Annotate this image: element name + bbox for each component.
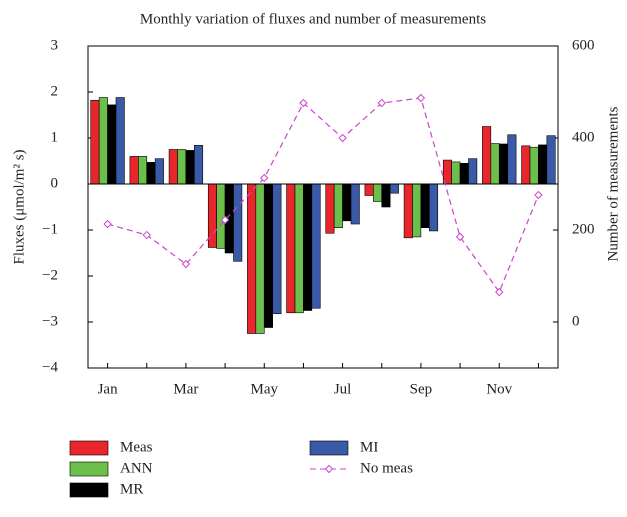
legend-label: MR [120, 481, 143, 497]
line-marker [220, 215, 230, 225]
bar [482, 126, 492, 185]
line-marker [299, 98, 308, 108]
y2-axis-label: Number of measurements [605, 106, 621, 261]
line-marker [534, 190, 543, 200]
legend-swatch [69, 482, 109, 498]
bar [247, 183, 257, 334]
y2-tick-label: 600 [572, 37, 595, 53]
bar [216, 183, 226, 249]
bar [294, 183, 304, 314]
legend-marker [324, 464, 334, 474]
bar [177, 149, 187, 185]
bar [146, 162, 156, 185]
line-marker [338, 133, 347, 143]
plot-frame [87, 45, 559, 369]
bar [389, 183, 399, 194]
legend-swatch [69, 461, 109, 477]
line-marker [181, 259, 191, 269]
x-tick-label: Nov [486, 381, 512, 397]
x-tick-label: Mar [173, 381, 198, 397]
bar [263, 183, 273, 328]
y-tick-label: 3 [51, 37, 59, 53]
legend-swatch [69, 440, 109, 456]
bar [468, 158, 478, 185]
y2-tick-label: 200 [572, 221, 595, 237]
line-marker [416, 93, 426, 103]
legend-swatch [309, 440, 349, 456]
line-marker [455, 232, 465, 242]
bar [107, 104, 117, 185]
bar [420, 183, 430, 229]
bar [412, 183, 422, 238]
x-tick-label: Jan [98, 381, 118, 397]
bar [451, 161, 461, 185]
bar [529, 146, 539, 185]
bar [98, 97, 108, 185]
bar [373, 183, 383, 202]
bar [255, 183, 265, 334]
bar [498, 143, 508, 185]
line-marker [495, 287, 504, 297]
x-tick-label: Sep [410, 381, 433, 397]
x-tick-label: May [251, 381, 279, 397]
bar [233, 183, 243, 262]
y-axis-label: Fluxes (μmol/m² s) [11, 149, 27, 264]
y-tick-label: −3 [42, 313, 58, 329]
legend-label: MI [360, 439, 378, 455]
bar [538, 144, 548, 185]
bar [364, 183, 374, 196]
y-tick-label: −1 [42, 221, 58, 237]
legend-label: No meas [360, 460, 413, 476]
bar [185, 150, 195, 185]
bar [129, 156, 139, 185]
chart-title: Monthly variation of fluxes and number o… [140, 11, 486, 27]
bar [546, 135, 556, 185]
bar [168, 149, 178, 185]
bar [115, 97, 125, 185]
line-marker [103, 219, 112, 229]
line [107, 97, 539, 294]
y-tick-label: −2 [42, 267, 58, 283]
bar [342, 183, 352, 222]
bar [303, 183, 313, 311]
bar [459, 163, 469, 185]
bar [429, 183, 439, 232]
line-marker [260, 173, 269, 183]
bar [272, 183, 282, 315]
bar [381, 183, 391, 208]
y2-tick-label: 0 [572, 313, 580, 329]
bar [138, 156, 148, 185]
bar [311, 183, 321, 309]
y-tick-label: 0 [51, 175, 59, 191]
bar [90, 99, 100, 185]
y2-tick-label: 400 [572, 129, 595, 145]
bar [333, 183, 343, 229]
bar [194, 145, 204, 185]
y-tick-label: −4 [42, 359, 58, 375]
legend-label: ANN [120, 460, 153, 476]
legend-label: Meas [120, 439, 153, 455]
bar [350, 183, 360, 225]
line-marker [377, 98, 386, 108]
x-tick-label: Jul [334, 381, 352, 397]
line-marker [142, 230, 151, 240]
bar [286, 183, 296, 314]
bar [154, 158, 164, 185]
bar [507, 134, 517, 185]
y-tick-label: 2 [51, 83, 59, 99]
bar [490, 143, 500, 185]
y-tick-label: 1 [51, 129, 59, 145]
bar [325, 183, 335, 234]
bar [521, 145, 531, 185]
bar [403, 183, 413, 239]
